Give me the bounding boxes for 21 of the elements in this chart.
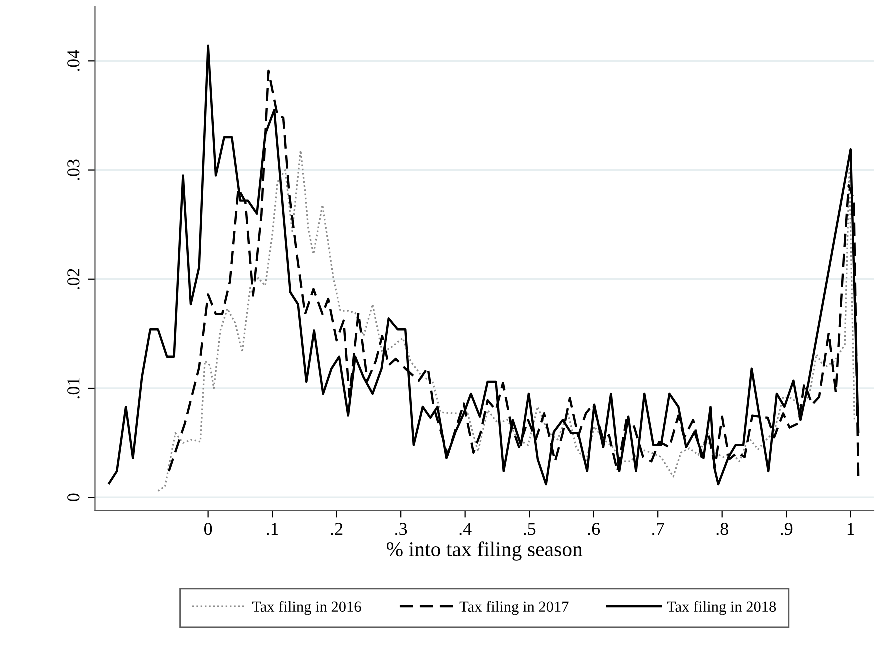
x-tick-label: .2 [331,523,343,536]
x-tick-label: .1 [266,523,278,536]
x-tick-label: .9 [781,523,793,536]
y-tick-label: .01 [68,378,80,399]
y-tick-label: .02 [68,269,80,290]
x-tick-label: .6 [588,523,600,536]
y-tick-label: 0 [68,494,80,502]
x-tick-label: .3 [395,523,408,536]
x-tick-label: .4 [460,523,472,536]
x-axis-title: % into tax filing season [386,542,583,561]
line-series [157,150,856,492]
legend-label: Tax filing in 2017 [460,601,569,616]
legend-label: Tax filing in 2016 [252,601,362,616]
x-tick-label: .8 [716,523,728,536]
x-tick-label: 1 [848,523,854,536]
x-tick-label: 0 [204,523,212,536]
y-tick-label: .03 [68,160,80,180]
legend-label: Tax filing in 2018 [667,601,776,616]
x-tick-label: .7 [652,523,664,536]
y-tick-label: .04 [68,50,80,72]
x-tick-label: .5 [524,523,536,536]
